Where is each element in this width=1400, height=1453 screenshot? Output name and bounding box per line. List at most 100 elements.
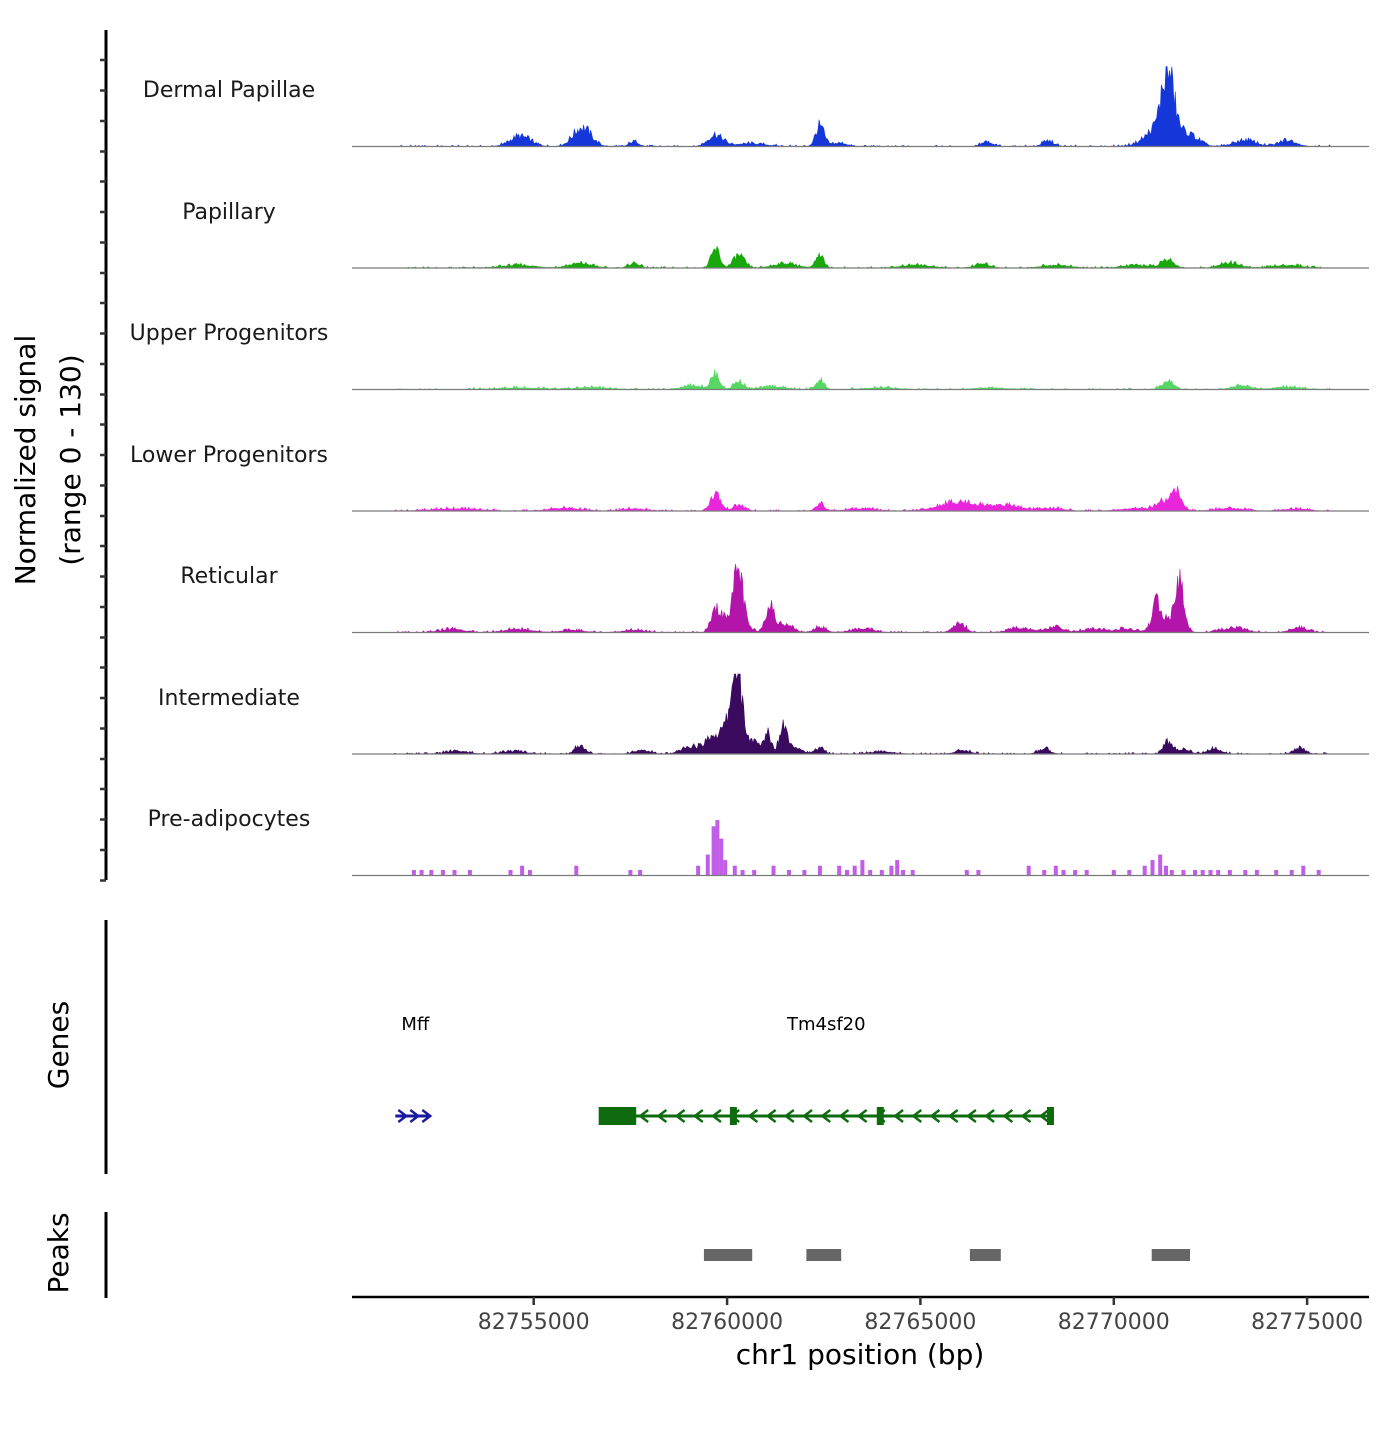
strand-arrow [856,1109,868,1123]
strand-arrow [638,1109,649,1123]
signal-spike [901,870,905,876]
strand-arrow [1038,1109,1050,1123]
strand-arrow [710,1109,722,1123]
strand-arrow [893,1109,904,1123]
signal-area-dermal-papillae [394,66,1331,147]
gene-exon [1047,1107,1054,1125]
signal-spike [889,865,894,876]
signal-spike [1127,870,1132,876]
signal-spike [411,870,416,876]
x-axis-ticks: 82755000 82760000 82765000 82770000 82775000 [478,1297,1363,1335]
strand-arrow [911,1109,923,1123]
signal-area-reticular [394,564,1331,633]
signal-spike [1216,870,1221,876]
signal-spike [696,865,701,876]
signal-spike [508,870,513,876]
signal-spike [879,870,884,876]
signal-spike [1227,870,1232,876]
strand-arrow [656,1109,668,1123]
track-upper-progenitors [352,369,1369,391]
track-lower-progenitors [352,485,1369,512]
strand-arrow [765,1109,777,1123]
signal-spike [638,870,643,876]
signal-spike [895,860,900,876]
signal-area-papillary [394,245,1331,269]
strand-arrow [929,1109,941,1123]
signal-spike [723,860,728,876]
strand-arrow [397,1109,409,1123]
x-axis-title: chr1 position (bp) [736,1338,985,1371]
signal-spike [1111,870,1116,876]
signal-spike [1164,865,1168,876]
signal-spike [817,865,822,876]
signal-spike [1142,865,1147,876]
signal-spike [860,860,865,876]
gene-mff: Mff [395,1014,433,1123]
signal-area-lower-progenitors [394,485,1331,512]
strand-arrow [674,1109,686,1123]
signal-spike [837,865,842,876]
track-label-reticular: Reticular [180,564,278,589]
signal-spike [1243,870,1248,876]
signal-spike [711,826,716,876]
track-papillary [352,245,1369,269]
gene-exon [729,1107,737,1125]
signal-spike [1208,870,1213,876]
genes-track: Mff Tm4sf20 [395,1014,1054,1125]
gene-utr-block [598,1107,637,1125]
signal-area-upper-progenitors [394,369,1331,390]
signal-spike [910,870,915,876]
signal-spike [1301,865,1306,876]
signal-spike [1254,870,1259,876]
peak-region [703,1249,753,1261]
track-label-lower-progenitors: Lower Progenitors [130,443,328,468]
strand-arrow [783,1109,795,1123]
strand-arrow [965,1109,977,1123]
signal-spike [1053,865,1058,876]
signal-spike [1073,870,1078,876]
signal-spike [1316,870,1321,876]
signal-spike [429,870,434,876]
gene-label-tm4sf20: Tm4sf20 [786,1014,866,1035]
strand-arrow [747,1109,759,1123]
strand-arrow [1002,1109,1014,1123]
strand-arrow [820,1109,831,1123]
track-label-dermal-papillae: Dermal Papillae [142,78,316,103]
signal-spike [719,838,724,876]
peak-region [806,1249,842,1261]
strand-arrow [421,1109,433,1123]
signal-spike [527,870,532,876]
gene-tm4sf20: Tm4sf20 [598,1014,1054,1125]
signal-tracks [352,66,1369,877]
signal-spike [1289,870,1294,876]
signal-area-intermediate [394,673,1331,755]
signal-spike [419,870,424,876]
gene-label-mff: Mff [401,1014,430,1035]
track-label-papillary: Papillary [182,200,276,225]
signal-spike [1158,854,1163,876]
coverage-plot: Mff Tm4sf20 82755000 82760000 82765000 82770… [100,30,1369,1371]
signal-spike [964,870,969,876]
signal-spike [1084,870,1089,876]
signal-spike [852,865,857,876]
signal-spike [1061,870,1066,876]
signal-spike [1150,860,1155,876]
signal-spike [1026,865,1031,876]
peak-region [969,1249,1001,1261]
signal-spike [467,870,472,876]
strand-arrow [802,1109,813,1123]
x-tick-label: 82755000 [478,1310,590,1335]
track-pre-adipocytes [352,820,1369,877]
signal-spike [976,870,981,876]
peak-region [1151,1249,1190,1261]
signal-spike [1200,870,1205,876]
signal-spike [628,870,633,876]
signal-spike [715,820,720,876]
track-label-intermediate: Intermediate [158,686,300,711]
strand-arrow [984,1109,995,1123]
signal-spike [771,865,776,876]
signal-spike [1193,870,1197,876]
x-tick-label: 82765000 [864,1310,976,1335]
signal-spike [440,870,445,876]
signal-spike [705,854,710,876]
